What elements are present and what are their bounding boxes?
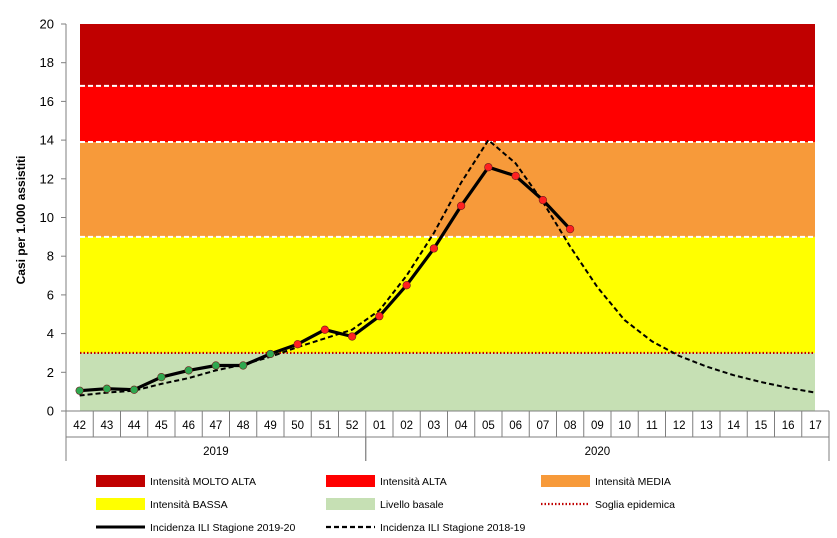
legend-label: Intensità BASSA <box>150 499 228 511</box>
x-tick-label: 50 <box>291 420 304 432</box>
legend-label: Soglia epidemica <box>595 499 675 511</box>
year-group-label: 2020 <box>585 446 611 458</box>
x-tick-label: 12 <box>673 420 686 432</box>
band-intensit-molto-alta <box>80 24 815 86</box>
x-tick-label: 13 <box>700 420 713 432</box>
x-tick-label: 07 <box>536 420 549 432</box>
x-tick-label: 17 <box>809 420 822 432</box>
data-point-2019-20 <box>511 171 520 180</box>
y-tick-label: 0 <box>47 404 54 419</box>
band-intensit-alta <box>80 85 815 143</box>
x-tick-label: 47 <box>209 420 222 432</box>
data-point-2019-20 <box>184 366 193 375</box>
legend-label: Intensità MEDIA <box>595 476 671 488</box>
x-tick-label: 03 <box>427 420 440 432</box>
y-axis-title: Casi per 1.000 assistiti <box>14 156 28 285</box>
legend-swatch <box>96 475 145 487</box>
x-tick-label: 01 <box>373 420 386 432</box>
x-tick-label: 45 <box>155 420 168 432</box>
x-tick-label: 43 <box>100 420 113 432</box>
data-point-2019-20 <box>375 312 384 321</box>
band-intensit-bassa <box>80 236 815 353</box>
data-point-2019-20 <box>348 332 357 341</box>
data-point-2019-20 <box>102 384 111 393</box>
data-point-2019-20 <box>484 163 493 172</box>
y-tick-label: 18 <box>40 55 54 70</box>
data-point-2019-20 <box>239 361 248 370</box>
data-point-2019-20 <box>211 361 220 370</box>
data-point-2019-20 <box>429 244 438 253</box>
data-point-2019-20 <box>457 201 466 210</box>
x-tick-label: 09 <box>591 420 604 432</box>
data-point-2019-20 <box>293 340 302 349</box>
data-point-2019-20 <box>157 373 166 382</box>
data-point-2019-20 <box>566 225 575 234</box>
x-tick-label: 52 <box>346 420 359 432</box>
series-line-2018-19 <box>79 138 816 397</box>
year-group-label: 2019 <box>203 446 229 458</box>
legend-label: Intensità MOLTO ALTA <box>150 476 256 488</box>
x-tick-label: 04 <box>455 420 468 432</box>
x-tick-label: 42 <box>73 420 86 432</box>
data-point-2019-20 <box>75 386 84 395</box>
x-tick-label: 51 <box>318 420 331 432</box>
y-tick-label: 10 <box>40 210 54 225</box>
y-tick-label: 12 <box>40 171 54 186</box>
data-point-2019-20 <box>320 325 329 334</box>
x-tick-label: 44 <box>128 420 141 432</box>
y-tick-label: 20 <box>40 17 54 32</box>
legend-swatch <box>96 498 145 510</box>
x-tick-label: 05 <box>482 420 495 432</box>
y-tick-label: 6 <box>47 287 54 302</box>
x-tick-label: 49 <box>264 420 277 432</box>
x-tick-label: 06 <box>509 420 522 432</box>
x-tick-label: 48 <box>237 420 250 432</box>
x-tick-label: 15 <box>754 420 767 432</box>
data-point-2019-20 <box>402 281 411 290</box>
data-point-2019-20 <box>130 385 139 394</box>
y-tick-label: 16 <box>40 94 54 109</box>
legend-swatch <box>326 475 375 487</box>
y-tick-label: 2 <box>47 365 54 380</box>
y-tick-label: 4 <box>47 326 54 341</box>
band-livello-basale <box>80 352 815 411</box>
x-tick-label: 16 <box>782 420 795 432</box>
legend-swatch <box>326 498 375 510</box>
legend-label: Incidenza ILI Stagione 2018-19 <box>380 522 526 534</box>
legend-label: Intensità ALTA <box>380 476 447 488</box>
x-tick-label: 08 <box>564 420 577 432</box>
x-tick-label: 14 <box>727 420 740 432</box>
legend-swatch <box>541 475 590 487</box>
y-tick-label: 14 <box>40 133 54 148</box>
legend-label: Livello basale <box>380 499 444 511</box>
x-tick-label: 11 <box>646 420 658 432</box>
data-point-2019-20 <box>538 195 547 205</box>
y-tick-label: 8 <box>47 249 54 264</box>
legend-label: Incidenza ILI Stagione 2019-20 <box>150 522 296 534</box>
x-tick-label: 46 <box>182 420 195 432</box>
data-point-2019-20 <box>266 349 275 359</box>
band-intensit-media <box>80 142 815 237</box>
x-tick-label: 10 <box>618 420 631 432</box>
x-tick-label: 02 <box>400 420 413 432</box>
